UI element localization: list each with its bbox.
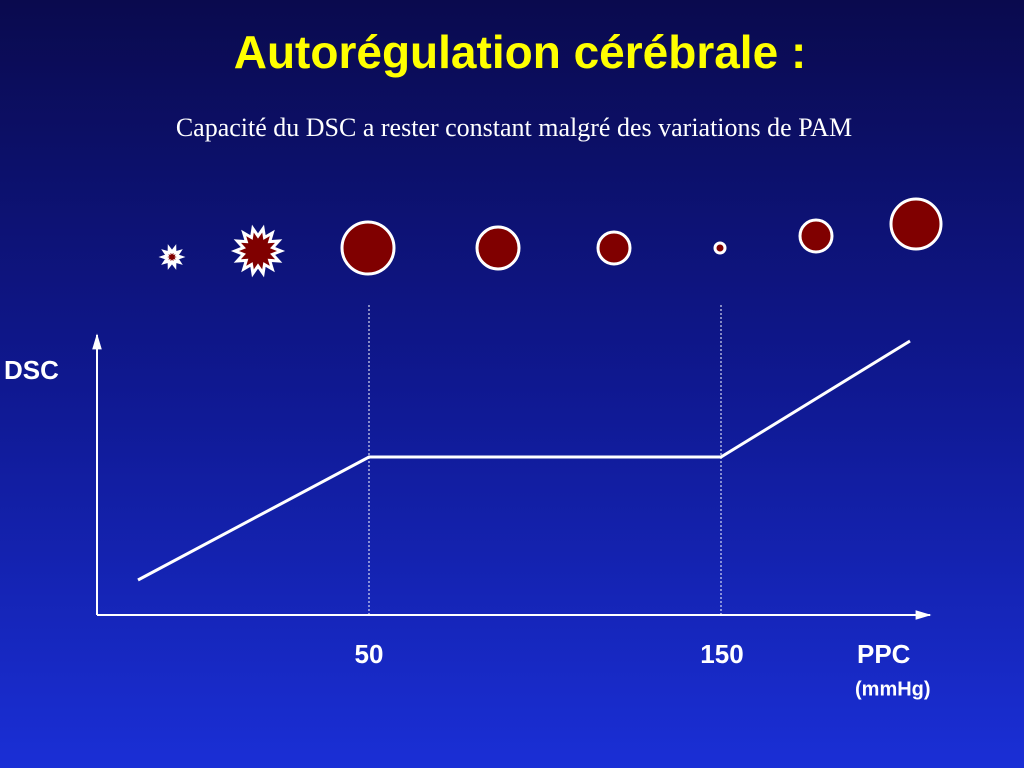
- vessels: [158, 197, 943, 278]
- x-tick-label: 150: [700, 639, 743, 669]
- constricted-vessel: [158, 244, 186, 270]
- vessel: [713, 241, 727, 255]
- x-axis-label: PPC: [857, 639, 911, 669]
- x-axis-unit: (mmHg): [855, 678, 931, 700]
- vessel: [475, 225, 521, 271]
- vessel: [889, 197, 943, 251]
- vessel: [596, 230, 632, 266]
- curve: [137, 339, 911, 582]
- constricted-vessel: [230, 224, 286, 278]
- y-axis-label: DSC: [4, 355, 59, 385]
- x-tick-label: 50: [355, 639, 384, 669]
- vessel: [798, 218, 834, 254]
- subtitle: Capacité du DSC a rester constant malgré…: [176, 113, 852, 142]
- title: Autorégulation cérébrale :: [234, 26, 807, 78]
- vessel: [340, 220, 396, 276]
